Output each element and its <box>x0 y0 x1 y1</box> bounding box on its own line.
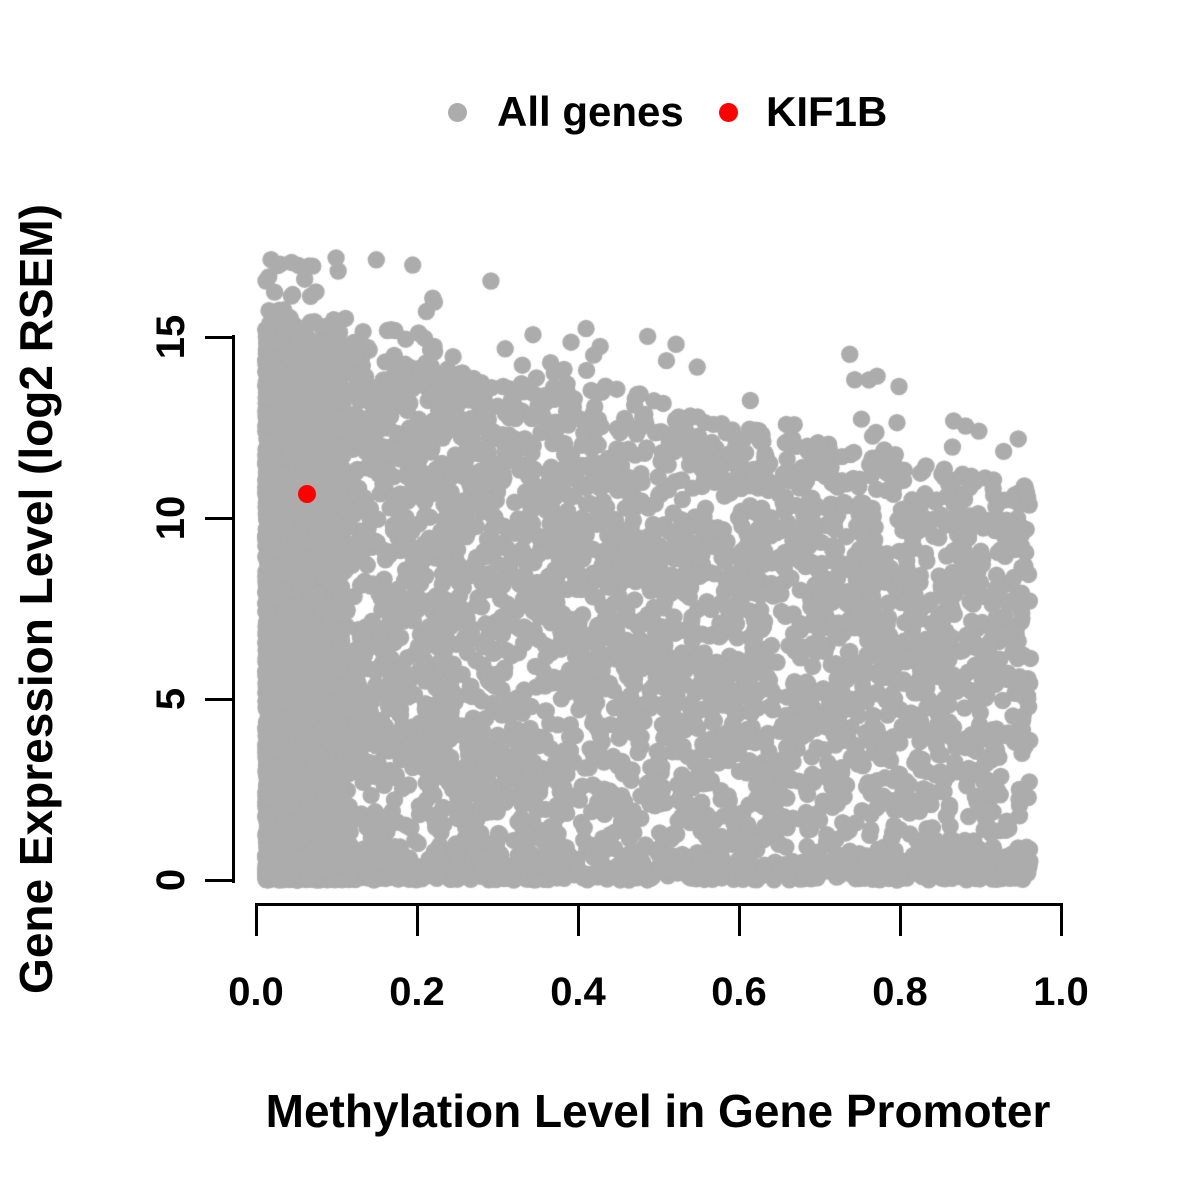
y-tick-mark <box>205 697 233 701</box>
x-tick-label: 0.0 <box>228 970 284 1014</box>
x-tick-mark <box>254 906 258 936</box>
chart-legend: All genes KIF1B <box>0 87 1200 137</box>
y-tick-mark <box>205 335 233 339</box>
x-tick-label: 0.6 <box>711 970 767 1014</box>
y-tick-mark <box>205 878 233 882</box>
x-tick-label: 0.2 <box>389 970 445 1014</box>
legend-item-kif1b: KIF1B <box>719 87 887 137</box>
legend-label-all-genes: All genes <box>497 88 684 135</box>
x-tick-mark <box>415 906 419 936</box>
y-axis-line <box>232 335 235 883</box>
legend-item-all-genes: All genes <box>448 87 684 137</box>
x-tick-label: 1.0 <box>1033 970 1089 1014</box>
x-tick-label: 0.8 <box>872 970 928 1014</box>
y-axis-title: Gene Expression Level (log2 RSEM) <box>10 204 62 994</box>
x-tick-label: 0.4 <box>550 970 606 1014</box>
x-tick-mark <box>737 906 741 936</box>
x-tick-mark <box>1059 906 1063 936</box>
x-tick-mark <box>898 906 902 936</box>
x-tick-mark <box>576 906 580 936</box>
legend-label-kif1b: KIF1B <box>766 88 888 135</box>
all-genes-dot-icon <box>448 102 467 122</box>
kif1b-dot-icon <box>719 102 738 122</box>
x-axis-line <box>255 903 1063 906</box>
y-tick-label: 0 <box>149 868 193 892</box>
y-tick-label: 5 <box>149 687 193 711</box>
y-tick-label: 10 <box>149 495 193 541</box>
kif1b-data-point <box>297 485 316 504</box>
x-axis-title: Methylation Level in Gene Promoter <box>265 1085 1051 1137</box>
y-tick-label: 15 <box>149 314 193 360</box>
y-tick-mark <box>205 516 233 520</box>
